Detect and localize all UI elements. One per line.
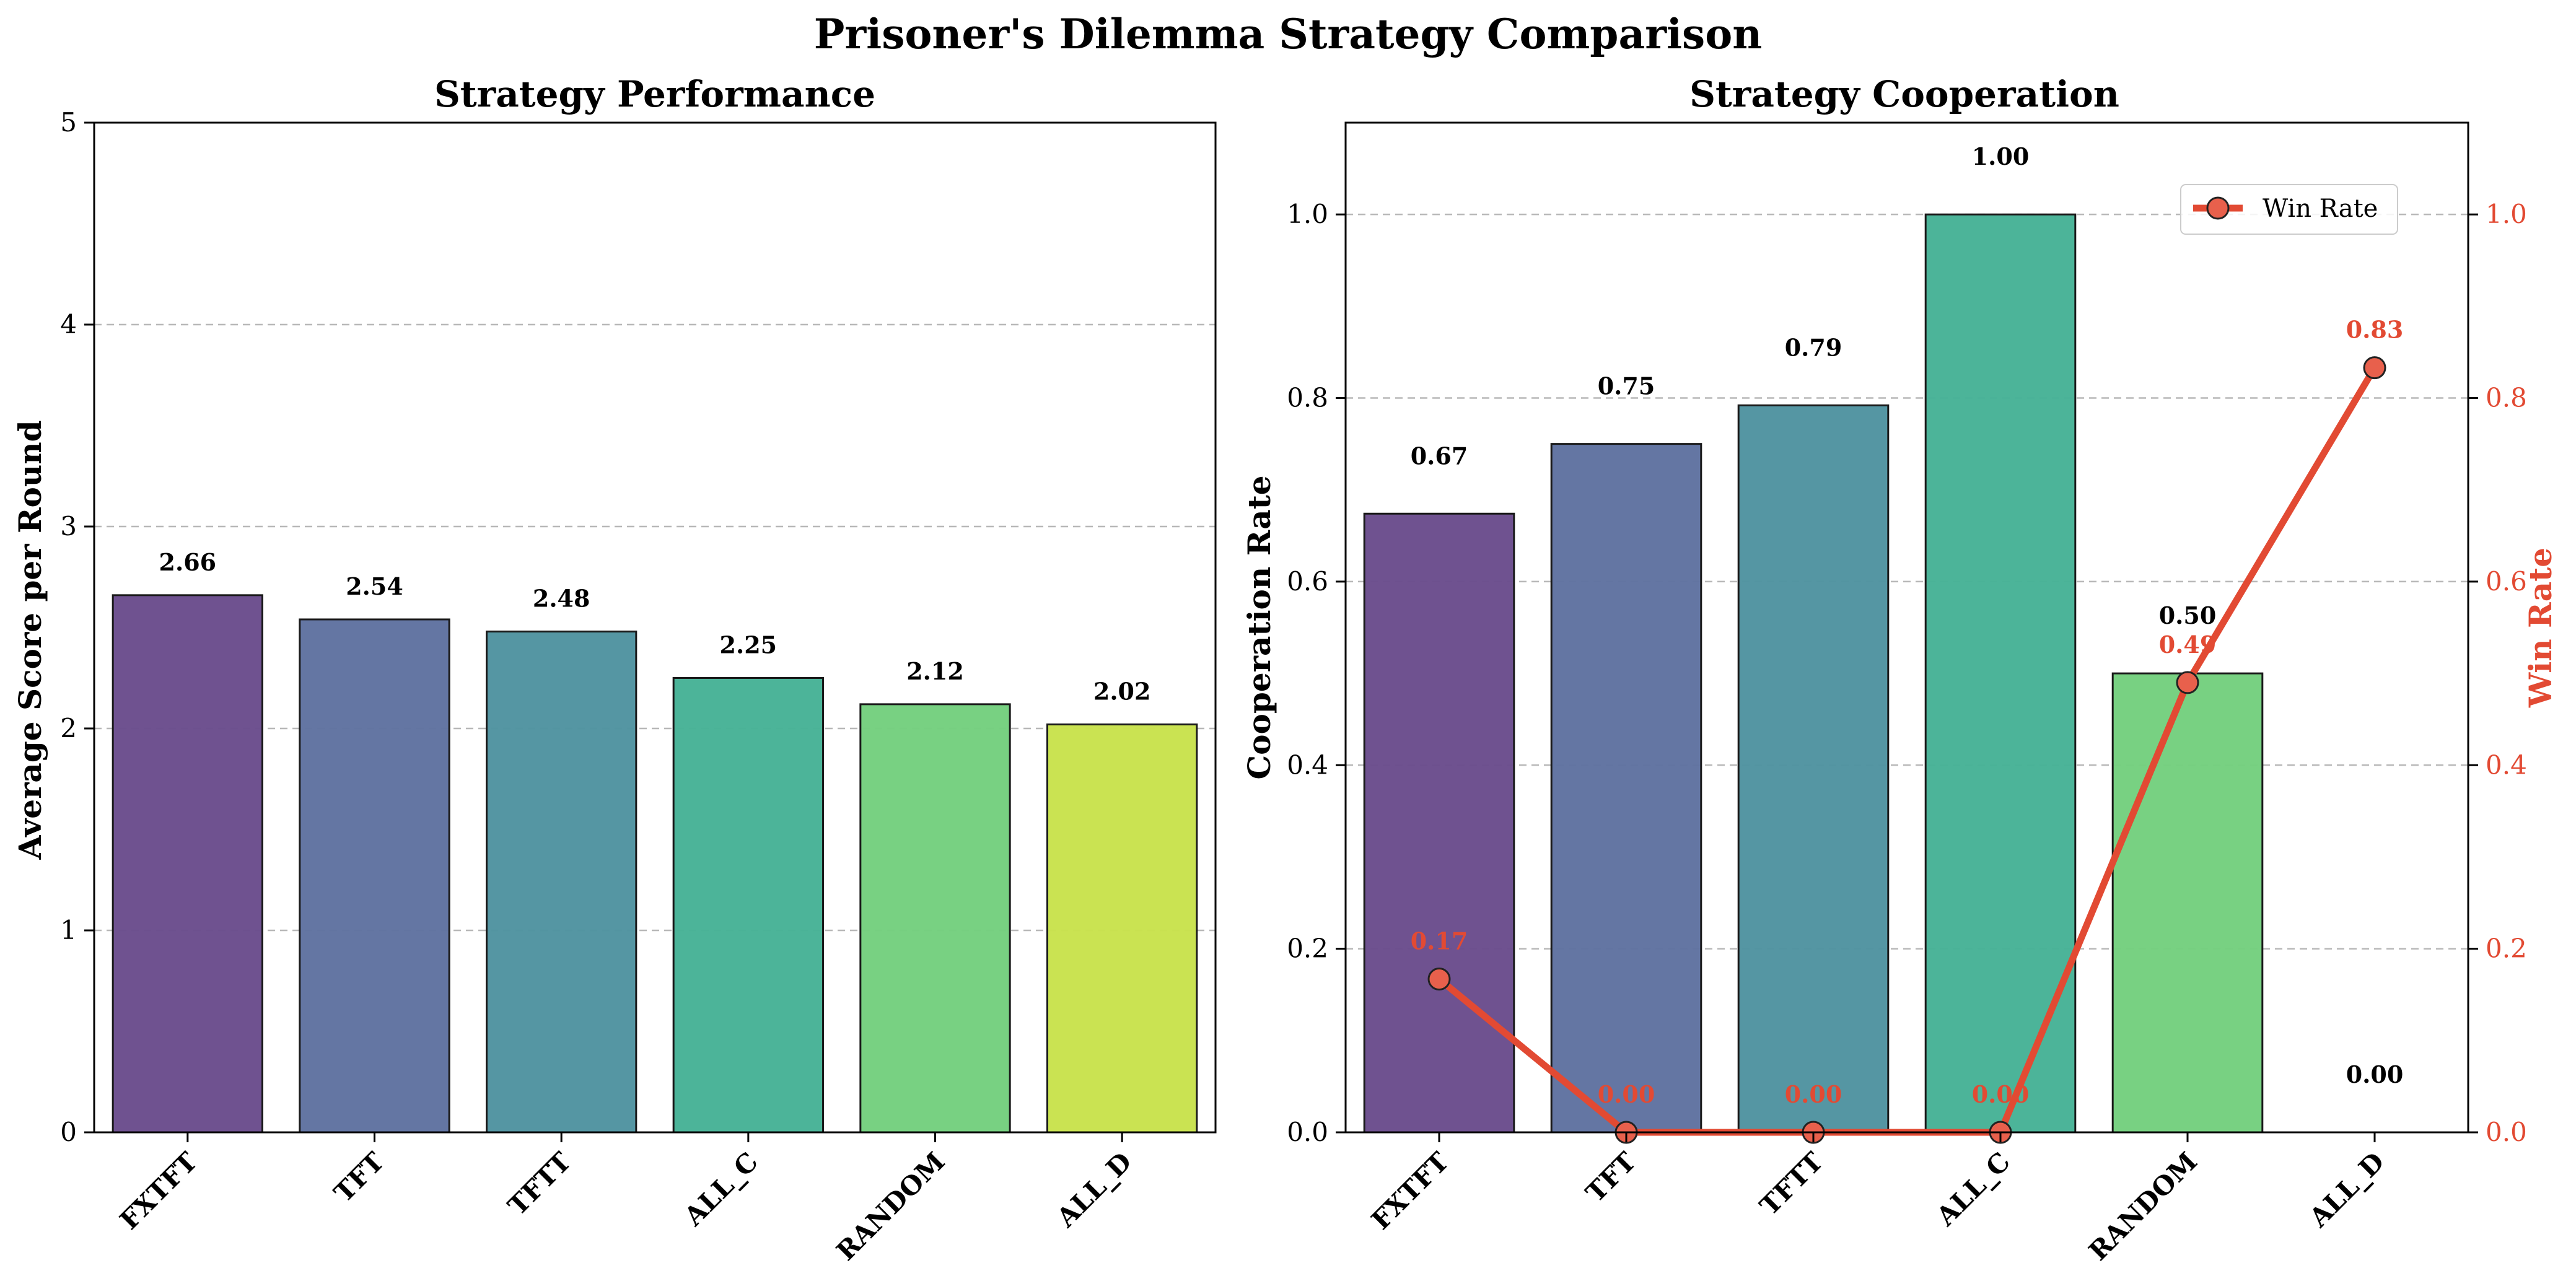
bar-all-d <box>1046 723 1198 1134</box>
win-rate-value-label: 0.49 <box>2159 631 2217 658</box>
x-tick-label-all-d: ALL_D <box>2303 1146 2390 1233</box>
y-tick-label: 0.8 <box>1287 383 1328 413</box>
bar-value-label: 2.12 <box>906 657 964 685</box>
bar-value-label: 2.48 <box>533 585 590 613</box>
x-tick-label-fxtft: FXTFT <box>114 1146 203 1235</box>
bar-tftt <box>1737 404 1890 1134</box>
legend: Win Rate <box>2180 184 2398 235</box>
bar-value-label: 0.50 <box>2159 601 2217 629</box>
performance-x-ticks: FXTFT TFT TFTT ALL_C RANDOM ALL_D <box>114 1132 1137 1266</box>
y-tick-label: 1 <box>60 915 77 945</box>
y2-tick-label: 0.2 <box>2486 933 2527 964</box>
win-rate-value-label: 0.00 <box>1598 1080 1655 1108</box>
y-tick-label: 0.2 <box>1287 933 1328 964</box>
y2-tick-label: 0.8 <box>2486 383 2527 413</box>
y-tick-label: 4 <box>60 309 77 339</box>
win-rate-value-label: 0.00 <box>1972 1080 2030 1108</box>
bar-value-label: 0.79 <box>1785 333 1842 361</box>
bar-value-label: 2.66 <box>159 548 217 576</box>
bar-random <box>2111 672 2264 1134</box>
win-rate-point-fxtft <box>1427 968 1451 991</box>
x-tick-label-tftt: TFTT <box>502 1146 577 1221</box>
y2-tick-label: 1.0 <box>2486 199 2527 229</box>
bar-tft <box>1550 443 1702 1134</box>
performance-value-labels: 2.66 2.54 2.48 2.25 2.12 2.02 <box>159 548 1151 706</box>
y-tick-label: 2 <box>60 713 77 743</box>
bar-all-c <box>672 677 824 1134</box>
y-tick-label: 0 <box>60 1117 77 1147</box>
bar-value-label: 2.25 <box>720 631 778 659</box>
win-rate-point-random <box>2176 671 2199 694</box>
bar-value-label: 0.67 <box>1411 442 1468 470</box>
performance-plot-frame <box>93 121 1217 1134</box>
x-tick-label-tft: TFT <box>328 1146 390 1208</box>
bar-value-label: 2.02 <box>1093 677 1151 705</box>
x-tick-label-fxtft: FXTFT <box>1365 1146 1455 1235</box>
y-tick-label: 0.4 <box>1287 750 1328 780</box>
cooperation-chart: Strategy Cooperation Cooperation Rate Wi… <box>1241 73 2559 1266</box>
performance-chart: Strategy Performance Average Score per R… <box>12 73 1217 1266</box>
performance-bars <box>112 594 1198 1134</box>
bar-fxtft <box>1363 512 1515 1134</box>
y2-tick-label: 0.0 <box>2486 1117 2527 1147</box>
y-tick-label: 5 <box>60 107 77 138</box>
performance-chart-title: Strategy Performance <box>434 73 875 115</box>
cooperation-plot-frame <box>1344 121 2469 1134</box>
x-tick-label-all-d: ALL_D <box>1050 1146 1137 1233</box>
x-tick-label-tft: TFT <box>1580 1146 1642 1208</box>
y-tick-label: 3 <box>60 511 77 541</box>
bar-all-c <box>1924 213 2077 1134</box>
cooperation-chart-title: Strategy Cooperation <box>1689 73 2119 115</box>
x-tick-label-all-c: ALL_C <box>1930 1146 2016 1232</box>
performance-y-ticks: 0 1 2 3 4 5 <box>60 107 94 1147</box>
bar-tft <box>299 618 450 1134</box>
x-tick-label-random: RANDOM <box>2083 1146 2203 1266</box>
legend-marker-swatch <box>2206 196 2230 220</box>
figure-title: Prisoner's Dilemma Strategy Comparison <box>814 10 1762 58</box>
win-rate-y-ticks: 0.0 0.2 0.4 0.6 0.8 1.0 <box>2468 199 2527 1147</box>
win-rate-value-label: 0.83 <box>2346 316 2404 344</box>
win-rate-value-labels: 0.17 0.00 0.00 0.00 0.49 0.83 <box>1411 316 2404 1108</box>
performance-y-axis-label: Average Score per Round <box>12 420 48 860</box>
bar-value-label: 1.00 <box>1972 142 2030 170</box>
cooperation-y-ticks: 0.0 0.2 0.4 0.6 0.8 1.0 <box>1287 199 1346 1147</box>
bar-value-label: 0.75 <box>1598 372 1655 400</box>
win-rate-value-label: 0.00 <box>1785 1080 1842 1108</box>
bar-fxtft <box>112 594 263 1134</box>
y2-tick-label: 0.4 <box>2486 750 2527 780</box>
y-tick-label: 0.6 <box>1287 566 1328 597</box>
x-tick-label-random: RANDOM <box>831 1146 951 1266</box>
win-rate-value-label: 0.17 <box>1411 927 1468 955</box>
win-rate-y-axis-label: Win Rate <box>2522 548 2559 708</box>
cooperation-value-labels: 0.67 0.75 0.79 1.00 0.50 0.00 <box>1411 142 2404 1088</box>
legend-box <box>2180 184 2398 235</box>
x-tick-label-tftt: TFTT <box>1754 1146 1829 1221</box>
cooperation-y-axis-label: Cooperation Rate <box>1241 475 1277 779</box>
legend-label-win-rate: Win Rate <box>2263 195 2378 223</box>
bar-tftt <box>486 631 637 1134</box>
bar-value-label: 0.00 <box>2346 1060 2404 1088</box>
y2-tick-label: 0.6 <box>2486 566 2527 597</box>
y-tick-label: 1.0 <box>1287 199 1328 229</box>
y-tick-label: 0.0 <box>1287 1117 1328 1147</box>
bar-value-label: 2.54 <box>346 572 403 600</box>
cooperation-x-ticks: FXTFT TFT TFTT ALL_C RANDOM ALL_D <box>1365 1132 2390 1266</box>
win-rate-point-all-d <box>2363 356 2386 380</box>
bar-random <box>859 703 1011 1134</box>
cooperation-bars <box>1363 213 2264 1134</box>
x-tick-label-all-c: ALL_C <box>678 1146 764 1232</box>
